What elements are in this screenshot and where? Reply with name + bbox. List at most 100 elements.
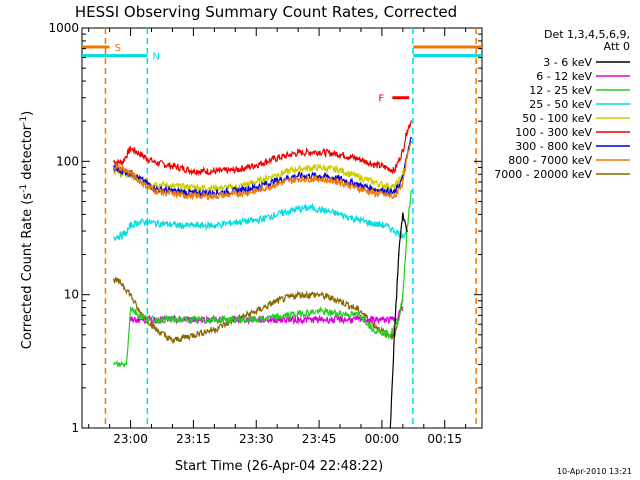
data-point xyxy=(276,173,278,176)
data-point xyxy=(213,170,216,173)
data-point xyxy=(234,221,237,223)
x-tick-label: 23:30 xyxy=(239,432,274,446)
data-point xyxy=(129,172,132,174)
y-tick-label: 100 xyxy=(56,154,79,168)
flag-label: N xyxy=(152,52,159,63)
data-point xyxy=(372,192,375,194)
data-point xyxy=(372,163,375,166)
data-point xyxy=(138,318,140,321)
data-point xyxy=(339,312,341,315)
data-point xyxy=(276,299,278,302)
data-point xyxy=(402,293,404,296)
data-point xyxy=(171,193,174,195)
data-point xyxy=(234,318,237,321)
data-point xyxy=(255,186,258,188)
plot-area: S N F xyxy=(81,27,483,429)
data-point xyxy=(385,166,387,169)
data-point xyxy=(138,310,140,313)
data-point xyxy=(150,318,153,321)
data-point xyxy=(372,181,375,183)
data-point xyxy=(360,314,362,317)
data-point xyxy=(360,318,362,321)
data-point xyxy=(318,174,320,177)
data-point xyxy=(406,230,408,232)
data-point xyxy=(402,306,404,309)
data-point xyxy=(213,195,216,197)
data-point xyxy=(309,206,312,209)
data-point xyxy=(385,194,387,196)
data-point xyxy=(213,224,216,227)
data-point xyxy=(146,157,149,160)
data-point xyxy=(385,224,387,227)
data-point xyxy=(297,208,299,210)
data-point xyxy=(297,174,299,177)
data-point xyxy=(297,151,299,154)
data-point xyxy=(234,193,237,195)
legend-header-detectors: Det 1,3,4,5,6,9, xyxy=(544,28,630,41)
data-point xyxy=(339,177,341,180)
data-point xyxy=(255,219,258,222)
data-point xyxy=(138,221,140,223)
data-point xyxy=(339,169,341,171)
data-point xyxy=(318,150,320,153)
data-point xyxy=(138,179,140,182)
data-point xyxy=(372,223,375,225)
data-point xyxy=(297,177,299,180)
data-point xyxy=(297,312,299,315)
data-point xyxy=(146,221,149,223)
data-point xyxy=(276,182,278,185)
data-point xyxy=(213,328,216,331)
data-point xyxy=(276,318,278,321)
data-point xyxy=(410,141,413,143)
data-point xyxy=(138,177,140,179)
data-point xyxy=(389,427,392,429)
data-point xyxy=(406,157,408,160)
data-point xyxy=(402,213,404,216)
data-point xyxy=(171,185,174,188)
data-point xyxy=(154,190,157,192)
data-point xyxy=(113,164,115,167)
data-point xyxy=(192,318,195,321)
data-point xyxy=(372,328,375,331)
data-point xyxy=(129,306,132,309)
data-point xyxy=(318,293,320,296)
data-point xyxy=(113,363,115,366)
data-point xyxy=(234,169,237,171)
data-point xyxy=(318,177,320,180)
data-point xyxy=(360,188,362,190)
series-path xyxy=(113,202,408,242)
data-point xyxy=(154,328,157,331)
data-point xyxy=(154,182,157,185)
data-point xyxy=(113,160,115,163)
data-point xyxy=(393,169,396,172)
timestamp: 10-Apr-2010 13:21 xyxy=(557,467,632,476)
flag-label: S xyxy=(115,43,121,54)
plot-frame xyxy=(81,27,483,429)
data-point xyxy=(138,152,140,155)
data-point xyxy=(113,278,115,281)
data-point xyxy=(192,169,195,172)
data-point xyxy=(121,167,124,170)
series-line xyxy=(113,120,413,177)
data-point xyxy=(410,120,413,122)
data-point xyxy=(318,166,320,169)
data-point xyxy=(121,283,124,285)
data-point xyxy=(410,190,413,192)
data-point xyxy=(339,153,341,156)
data-point xyxy=(393,196,396,198)
data-point xyxy=(339,181,341,183)
series-path xyxy=(113,191,412,368)
data-point xyxy=(146,185,149,188)
chart-title: HESSI Observing Summary Count Rates, Cor… xyxy=(75,3,457,21)
data-point xyxy=(213,318,216,321)
data-point xyxy=(255,190,258,192)
x-tick-label: 00:15 xyxy=(427,432,462,446)
data-point xyxy=(196,224,199,227)
data-point xyxy=(385,184,387,187)
data-point xyxy=(276,213,278,216)
data-point xyxy=(360,158,362,161)
data-point xyxy=(381,318,383,321)
data-point xyxy=(125,232,128,234)
data-point xyxy=(146,182,149,185)
